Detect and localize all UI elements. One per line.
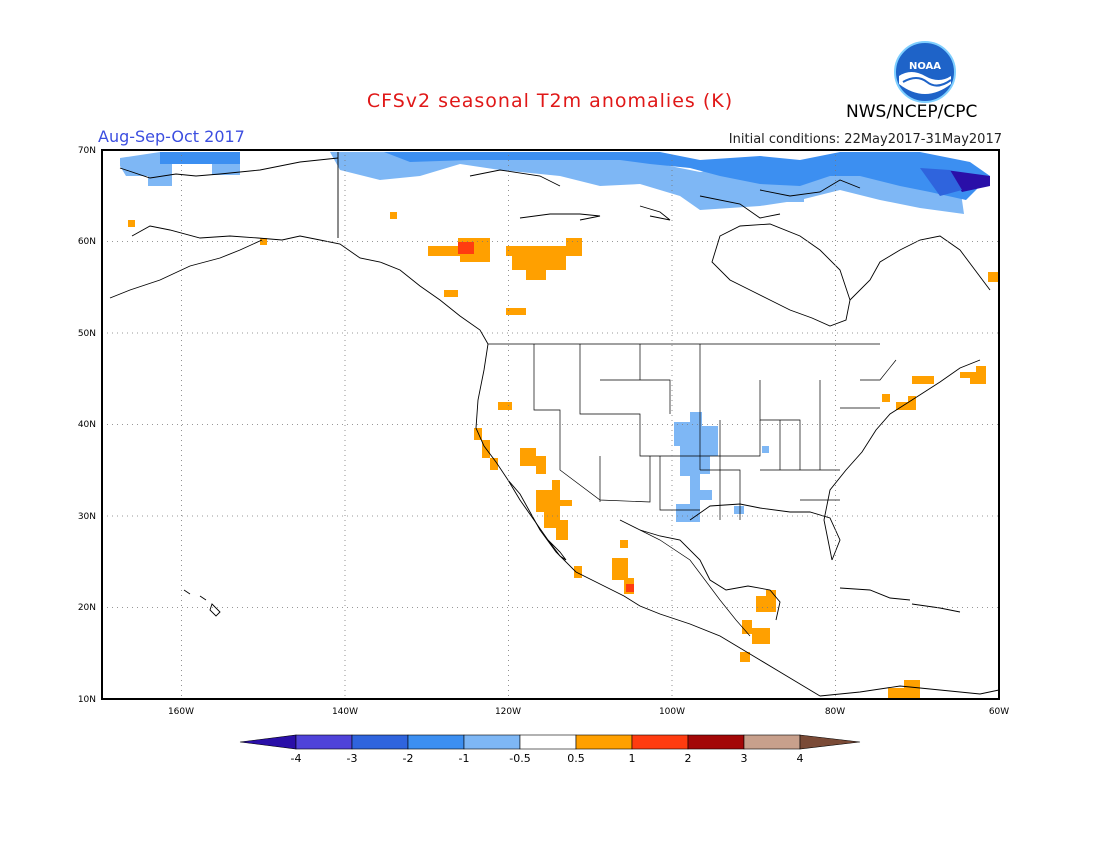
lat-label: 10N <box>78 695 96 705</box>
longitude-labels: 160W 140W 120W 100W 80W 60W <box>168 707 1009 717</box>
colorbar-label: 2 <box>685 752 692 765</box>
warm-area-northeast <box>882 394 890 402</box>
warm-area-central-america <box>742 620 770 644</box>
initial-conditions: Initial conditions: 22May2017-31May2017 <box>728 132 1002 147</box>
warm-area-west <box>520 448 546 474</box>
warm-area-canada <box>390 212 397 219</box>
colorbar-label: -0.5 <box>509 752 530 765</box>
forecast-period: Aug-Sep-Oct 2017 <box>98 127 245 146</box>
svg-text:NOAA: NOAA <box>909 61 941 72</box>
lat-label: 50N <box>78 329 96 339</box>
colorbar-bin <box>631 734 689 750</box>
warm-area-west <box>626 584 634 592</box>
warm-area-south-america <box>888 680 920 699</box>
chart-title: CFSv2 seasonal T2m anomalies (K) <box>366 90 734 112</box>
map-background <box>102 150 999 699</box>
colorbar-bin <box>687 734 745 750</box>
map-frame <box>101 149 1000 700</box>
lat-label: 70N <box>78 146 96 156</box>
colorbar-bin <box>743 734 801 750</box>
warm-area-west <box>574 566 582 578</box>
lon-label: 160W <box>168 707 194 717</box>
political-borders <box>488 343 897 637</box>
lat-label: 20N <box>78 603 96 613</box>
colorbar-bin <box>463 734 521 750</box>
colorbar-label: 1 <box>629 752 636 765</box>
colorbar-arrow-low <box>239 734 297 750</box>
colorbar-label: -3 <box>347 752 358 765</box>
agency-label: NWS/NCEP/CPC <box>846 102 978 122</box>
cold-area-arctic <box>330 152 964 214</box>
lat-label: 60N <box>78 237 96 247</box>
warm-area-northeast <box>912 376 934 384</box>
cold-area-plains <box>734 506 744 514</box>
warm-area-canada <box>260 238 267 245</box>
colorbar-bin <box>295 734 353 750</box>
colorbar-label: -1 <box>459 752 470 765</box>
colorbar-label: -2 <box>403 752 414 765</box>
colorbar-label: 3 <box>741 752 748 765</box>
warm-area-west <box>620 540 628 548</box>
lon-label: 120W <box>495 707 521 717</box>
warm-area-canada <box>128 220 135 227</box>
colorbar <box>239 734 861 750</box>
lon-label: 100W <box>659 707 685 717</box>
colorbar-arrow-high <box>799 734 861 750</box>
warm-area-central-america <box>740 652 750 662</box>
latitude-labels: 70N 60N 50N 40N 30N 20N 10N <box>78 146 96 705</box>
warm-area-northeast <box>988 272 998 282</box>
cold-area-arctic <box>384 152 990 200</box>
colorbar-bin <box>407 734 465 750</box>
lat-label: 40N <box>78 420 96 430</box>
colorbar-bin <box>575 734 633 750</box>
colorbar-bin <box>519 734 577 750</box>
colorbar-label: 4 <box>797 752 804 765</box>
lat-label: 30N <box>78 512 96 522</box>
warm-area-canada <box>506 308 526 315</box>
cold-area-arctic <box>784 190 804 202</box>
warm-area-canada <box>458 242 474 254</box>
cold-area-arctic <box>160 152 240 164</box>
anomaly-shading <box>120 152 998 699</box>
colorbar-label: 0.5 <box>567 752 585 765</box>
colorbar-label: -4 <box>291 752 302 765</box>
warm-area-west <box>536 480 572 540</box>
lon-label: 80W <box>825 707 845 717</box>
cold-area-plains <box>674 412 718 522</box>
cold-area-plains <box>762 446 769 453</box>
lon-label: 140W <box>332 707 358 717</box>
warm-area-northeast <box>960 366 986 384</box>
lon-label: 60W <box>989 707 1009 717</box>
colorbar-bin <box>351 734 409 750</box>
warm-area-yucatan <box>756 590 776 612</box>
warm-area-canada <box>444 290 458 297</box>
colorbar-labels: -4 -3 -2 -1 -0.5 0.5 1 2 3 4 <box>291 752 804 765</box>
warm-area-west <box>498 402 512 410</box>
warm-area-canada <box>506 238 582 280</box>
cold-area-arctic <box>920 168 962 196</box>
cold-area-arctic <box>946 170 990 192</box>
noaa-logo: NOAA <box>894 41 956 103</box>
